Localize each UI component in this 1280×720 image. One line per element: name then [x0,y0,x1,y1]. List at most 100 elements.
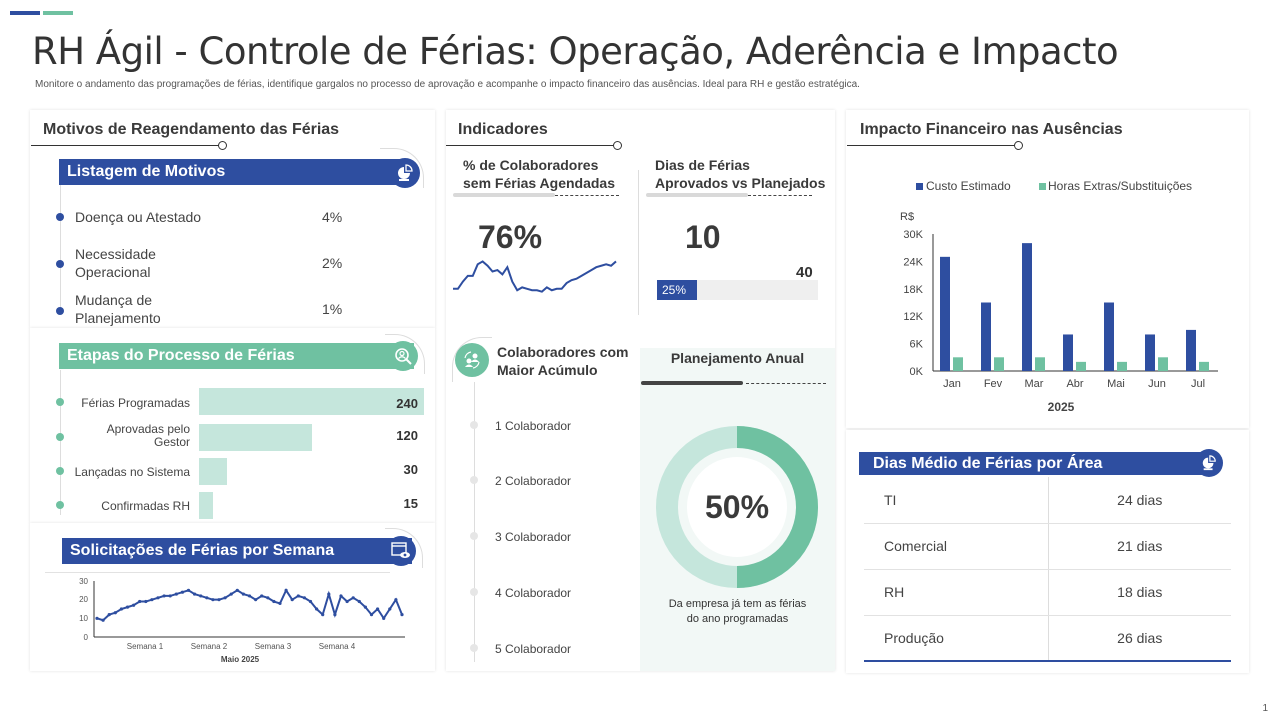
planejamento-value: 50% [704,489,770,525]
bullet-dot [470,421,478,429]
svg-text:10: 10 [79,614,88,623]
area-cell: Comercial [864,523,1049,570]
acumulo-item: 1 Colaborador [495,419,572,433]
solicitacoes-banner: Solicitações de Férias por Semana [62,538,412,564]
accent-blue [10,11,40,15]
svg-text:Custo Estimado: Custo Estimado [926,179,1011,193]
acumulo-title: Colaboradores com Maior Acúmulo [497,343,628,379]
planejamento-donut [656,426,818,588]
area-cell: RH [864,569,1049,616]
caption-line2: do ano programadas [686,613,789,625]
bullet-dot [470,644,478,652]
weekly-requests-chart: 30 20 10 0 Semana 1 Semana 2 Semana 3 Se… [79,577,405,664]
bullet-dot [56,213,64,221]
kpi1-title: % de Colaboradores sem Férias Agendadas [463,156,615,192]
page-title: RH Ágil - Controle de Férias: Operação, … [32,30,1119,73]
etapa-value: 15 [403,496,418,511]
motivo-label: Mudança de Planejamento [75,292,161,326]
acumulo-title-line1: Colaboradores com [497,344,629,360]
motivo-label: Doença ou Atestado [75,209,202,225]
kpi1-sparkline [453,260,617,293]
svg-text:Jun: Jun [1148,378,1166,390]
caption-line1: Da empresa já tem as férias [668,598,807,610]
planejamento-progress [641,381,743,385]
svg-text:Abr: Abr [1066,378,1083,390]
svg-text:2025: 2025 [1048,400,1075,414]
bullet-dot [56,398,64,406]
browser-eye-icon [386,536,416,566]
page-subtitle: Monitore o andamento das programações de… [35,79,860,90]
section-title-motivos: Motivos de Reagendamento das Férias [43,121,340,138]
svg-text:30K: 30K [903,229,923,241]
svg-text:Jul: Jul [1191,378,1205,390]
etapas-banner: Etapas do Processo de Férias [59,343,414,369]
kpi1-title-line1: % de Colaboradores [463,157,599,173]
bullet-dot [470,532,478,540]
dias-cell: 26 dias [1048,615,1231,662]
bullet-dot [56,307,64,315]
kpi1-progress-track [453,193,555,197]
svg-text:Maio 2025: Maio 2025 [221,655,260,664]
motivos-card [30,110,435,328]
kpi1-value: 76% [478,219,543,255]
kpi2-progress-bar: 25% [657,280,818,300]
users-exchange-icon [455,343,489,377]
etapa-bar [199,458,227,485]
planejamento-title: Planejamento Anual [670,350,805,366]
accent-bar [10,11,73,15]
area-banner: Dias Médio de Férias por Área [859,452,1214,475]
svg-text:24K: 24K [903,256,923,268]
acumulo-title-line2: Maior Acúmulo [497,362,598,378]
section-underline [847,141,1023,150]
etapa-value: 240 [396,396,418,411]
section-title-indicadores: Indicadores [458,121,548,138]
user-search-icon [388,341,418,371]
acumulo-timeline [474,382,475,662]
divider [45,572,390,573]
svg-text:Semana 1: Semana 1 [127,642,164,651]
etapa-bar [199,388,424,415]
financial-impact-chart: Custo Estimado Horas Extras/Substituiçõe… [900,179,1218,414]
etapa-label: Lançadas no Sistema [74,465,190,479]
table-row: RH 18 dias [864,569,1231,616]
svg-text:Horas Extras/Substituições: Horas Extras/Substituições [1048,179,1192,193]
area-table: TI 24 dias Comercial 21 dias RH 18 dias Pro… [864,477,1231,662]
kpi1-title-line2: sem Férias Agendadas [463,175,615,191]
etapa-bar [199,424,312,451]
svg-text:R$: R$ [900,211,914,223]
bullet-dot [470,588,478,596]
acumulo-arc [452,337,492,382]
svg-text:Semana 2: Semana 2 [191,642,228,651]
accent-green [43,11,73,15]
kpi-divider [638,170,639,315]
bullet-dot [56,467,64,475]
table-row: Comercial 21 dias [864,523,1231,570]
section-title-impacto: Impacto Financeiro nas Ausências [860,121,1123,138]
kpi2-title-line2: Aprovados vs Planejados [655,175,826,191]
etapa-bar [199,492,213,519]
area-cell: Produção [864,615,1049,662]
svg-text:30: 30 [79,577,88,586]
section-underline [31,141,227,150]
svg-text:6K: 6K [910,339,924,351]
etapa-label: Aprovadas pelo Gestor [106,422,190,449]
etapa-value: 30 [403,462,418,477]
kpi2-title: Dias de Férias Aprovados vs Planejados [655,156,825,192]
impacto-card [846,110,1249,428]
planejamento-dashed-arrow [746,383,826,384]
bullet-dot [56,260,64,268]
svg-text:Semana 4: Semana 4 [319,642,356,651]
bullet-dot [56,501,64,509]
planejamento-caption: Da empresa já tem as férias do ano progr… [640,597,835,627]
kpi1-dashed-arrow [555,195,619,196]
timeline-line [60,185,61,313]
table-row: TI 24 dias [864,477,1231,524]
svg-text:Jan: Jan [943,378,961,390]
svg-text:18K: 18K [903,284,923,296]
dias-cell: 18 dias [1048,569,1231,616]
svg-text:12K: 12K [903,311,923,323]
kpi2-title-line1: Dias de Férias [655,157,750,173]
pie-chart-hand-icon [390,158,420,188]
section-underline [446,141,622,150]
pie-chart-hand-icon [1195,449,1223,477]
